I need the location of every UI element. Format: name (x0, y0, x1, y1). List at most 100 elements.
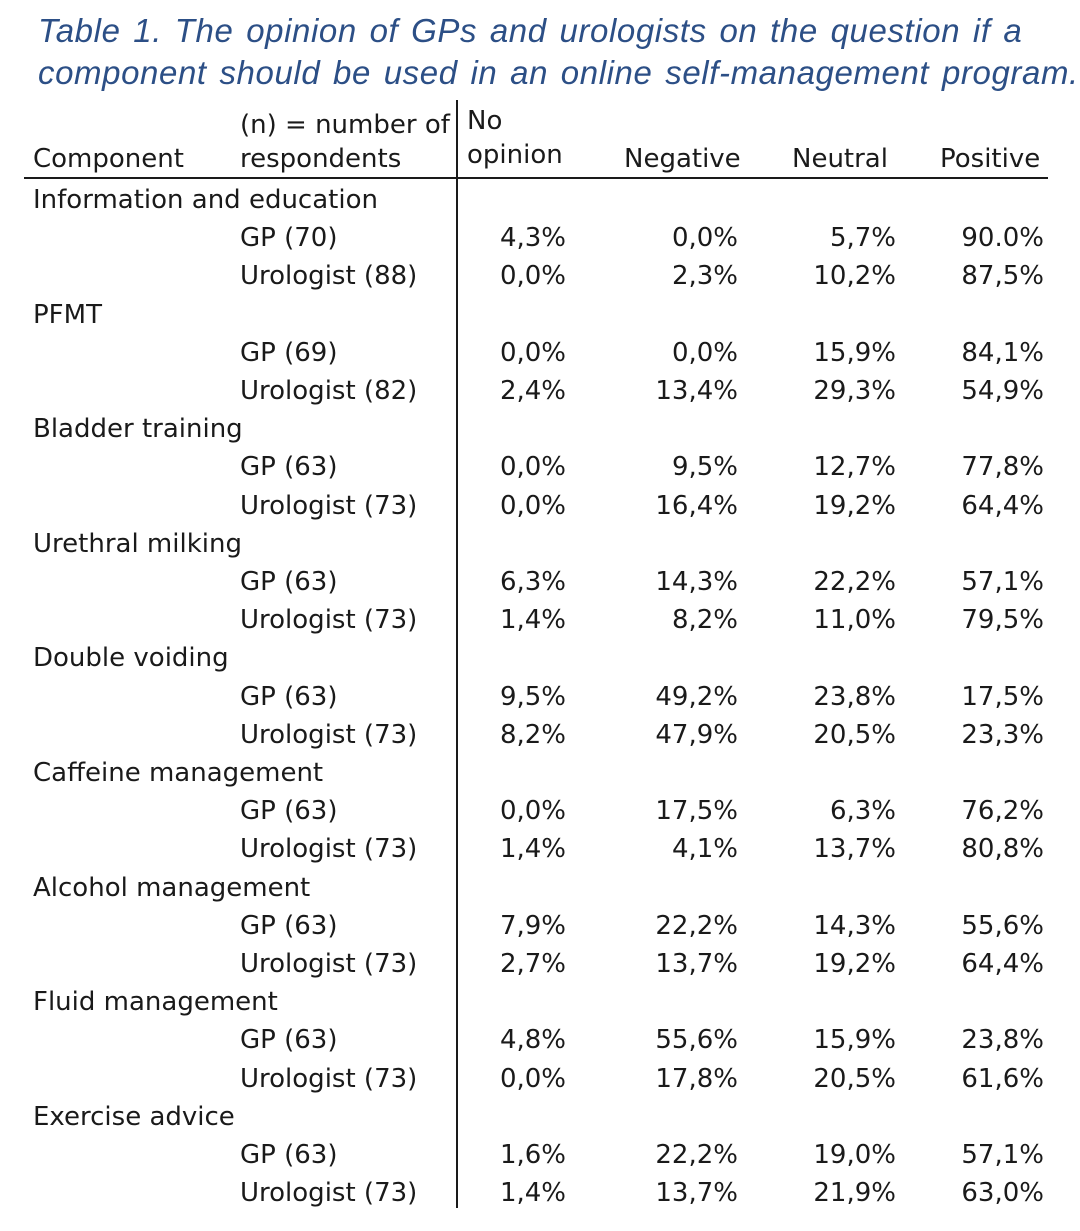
no-opinion-cell: 0,0% (499, 337, 566, 368)
no-opinion-cell: 2,7% (499, 949, 566, 979)
table-row: Urologist (73) 8,2% 47,9% 20,5% 23,3% (0, 716, 1080, 754)
no-opinion-cell: 1,4% (499, 605, 566, 636)
table-row: Urologist (73) 0,0% 16,4% 19,2% 64,4% (0, 487, 1080, 525)
negative-cell: 0,0% (671, 223, 738, 254)
no-opinion-cell: 1,4% (499, 834, 566, 865)
neutral-cell: 29,3% (813, 376, 896, 406)
negative-cell: 13,7% (655, 1178, 738, 1209)
header-neutral: Neutral (792, 144, 888, 174)
negative-cell: 13,4% (655, 376, 738, 406)
component-name: PFMT (33, 299, 102, 330)
component-row: PFMT (0, 296, 1080, 334)
positive-cell: 17,5% (961, 681, 1044, 712)
table-row: GP (63) 0,0% 9,5% 12,7% 77,8% (0, 448, 1080, 486)
neutral-cell: 14,3% (813, 910, 896, 941)
respondents-cell: Urologist (73) (240, 1178, 418, 1209)
respondents-cell: GP (63) (240, 910, 338, 941)
negative-cell: 4,1% (671, 834, 738, 865)
component-name: Urethral milking (33, 528, 242, 559)
table-row: Urologist (73) 1,4% 4,1% 13,7% 80,8% (0, 830, 1080, 868)
component-row: Fluid management (0, 983, 1080, 1021)
neutral-cell: 19,2% (813, 949, 896, 979)
respondents-cell: GP (63) (240, 1140, 338, 1170)
positive-cell: 76,2% (961, 796, 1044, 827)
positive-cell: 57,1% (961, 1140, 1044, 1170)
positive-cell: 90.0% (961, 223, 1044, 254)
table-row: Urologist (88) 0,0% 2,3% 10,2% 87,5% (0, 257, 1080, 295)
caption-line-2: component should be used in an online se… (38, 54, 1079, 91)
header-respondents-line-1: (n) = number of (240, 110, 450, 140)
respondents-cell: Urologist (73) (240, 719, 418, 750)
negative-cell: 55,6% (655, 1025, 738, 1056)
negative-cell: 0,0% (671, 337, 738, 368)
component-row: Exercise advice (0, 1098, 1080, 1136)
negative-cell: 49,2% (655, 681, 738, 712)
negative-cell: 13,7% (655, 949, 738, 979)
neutral-cell: 15,9% (813, 1025, 896, 1056)
negative-cell: 22,2% (655, 1140, 738, 1170)
respondents-cell: GP (63) (240, 567, 338, 597)
neutral-cell: 20,5% (813, 1063, 896, 1094)
neutral-cell: 11,0% (813, 605, 896, 636)
component-row: Caffeine management (0, 754, 1080, 792)
negative-cell: 9,5% (671, 452, 738, 483)
no-opinion-cell: 0,0% (499, 261, 566, 292)
respondents-cell: GP (63) (240, 796, 338, 827)
respondents-cell: Urologist (88) (240, 261, 418, 292)
header-respondents-line-2: respondents (240, 144, 402, 174)
negative-cell: 17,8% (655, 1063, 738, 1094)
positive-cell: 54,9% (961, 376, 1044, 406)
header-negative: Negative (624, 144, 741, 174)
negative-cell: 22,2% (655, 910, 738, 941)
no-opinion-cell: 8,2% (499, 719, 566, 750)
respondents-cell: Urologist (73) (240, 605, 418, 636)
component-name: Bladder training (33, 414, 243, 445)
component-name: Fluid management (33, 987, 278, 1018)
no-opinion-cell: 7,9% (499, 910, 566, 941)
positive-cell: 80,8% (961, 834, 1044, 865)
component-row: Urethral milking (0, 525, 1080, 563)
neutral-cell: 6,3% (829, 796, 896, 827)
positive-cell: 23,8% (961, 1025, 1044, 1056)
no-opinion-cell: 9,5% (499, 681, 566, 712)
respondents-cell: Urologist (73) (240, 834, 418, 865)
positive-cell: 63,0% (961, 1178, 1044, 1209)
component-row: Bladder training (0, 410, 1080, 448)
no-opinion-cell: 4,8% (499, 1025, 566, 1056)
neutral-cell: 15,9% (813, 337, 896, 368)
table-caption: Table 1. The opinion of GPs and urologis… (38, 10, 1079, 94)
positive-cell: 57,1% (961, 567, 1044, 597)
positive-cell: 64,4% (961, 490, 1044, 521)
table-row: GP (69) 0,0% 0,0% 15,9% 84,1% (0, 334, 1080, 372)
header-positive: Positive (940, 144, 1041, 174)
table-row: GP (70) 4,3% 0,0% 5,7% 90.0% (0, 219, 1080, 257)
respondents-cell: Urologist (73) (240, 490, 418, 521)
header-no-opinion-line-1: No (467, 106, 503, 136)
component-name: Alcohol management (33, 872, 311, 903)
column-divider (456, 100, 458, 1208)
respondents-cell: GP (63) (240, 681, 338, 712)
positive-cell: 23,3% (961, 719, 1044, 750)
table-row: GP (63) 6,3% 14,3% 22,2% 57,1% (0, 563, 1080, 601)
no-opinion-cell: 0,0% (499, 796, 566, 827)
table-row: Urologist (73) 1,4% 13,7% 21,9% 63,0% (0, 1174, 1080, 1212)
table-row: Urologist (82) 2,4% 13,4% 29,3% 54,9% (0, 372, 1080, 410)
header-no-opinion: No opinion (467, 104, 563, 172)
header-rule (24, 177, 1048, 179)
respondents-cell: GP (63) (240, 1025, 338, 1056)
negative-cell: 14,3% (655, 567, 738, 597)
header-no-opinion-line-2: opinion (467, 140, 563, 170)
component-name: Caffeine management (33, 758, 324, 788)
no-opinion-cell: 1,6% (499, 1140, 566, 1170)
component-name: Information and education (33, 185, 378, 215)
negative-cell: 8,2% (671, 605, 738, 636)
positive-cell: 77,8% (961, 452, 1044, 483)
negative-cell: 2,3% (671, 261, 738, 292)
neutral-cell: 12,7% (813, 452, 896, 483)
no-opinion-cell: 2,4% (499, 376, 566, 406)
neutral-cell: 10,2% (813, 261, 896, 292)
negative-cell: 47,9% (655, 719, 738, 750)
header-component: Component (33, 144, 184, 174)
component-row: Double voiding (0, 639, 1080, 677)
no-opinion-cell: 4,3% (499, 223, 566, 254)
